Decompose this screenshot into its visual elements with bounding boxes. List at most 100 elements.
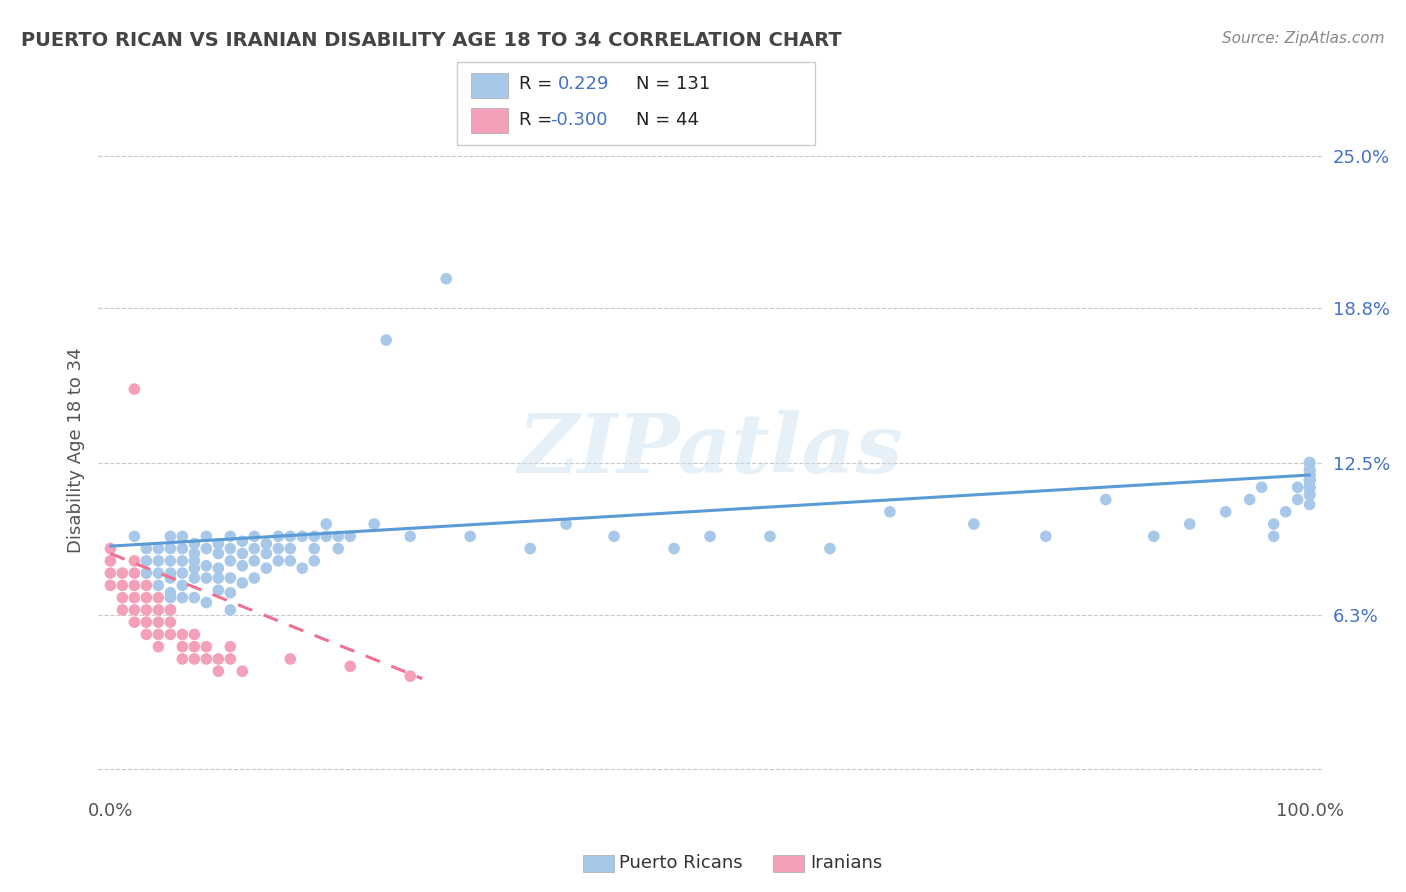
- Point: [1298, 498, 1320, 512]
- Point: [207, 664, 229, 678]
- Point: [1298, 467, 1320, 482]
- Point: [267, 554, 290, 568]
- Point: [219, 554, 242, 568]
- Point: [1286, 480, 1309, 494]
- Point: [1298, 463, 1320, 477]
- Point: [124, 591, 146, 605]
- Point: [662, 541, 685, 556]
- Point: [278, 529, 301, 543]
- Point: [207, 546, 229, 561]
- Point: [183, 591, 205, 605]
- Point: [1298, 480, 1320, 494]
- Point: [1239, 492, 1261, 507]
- Point: [1298, 467, 1320, 482]
- Text: Source: ZipAtlas.com: Source: ZipAtlas.com: [1222, 31, 1385, 46]
- Y-axis label: Disability Age 18 to 34: Disability Age 18 to 34: [66, 348, 84, 553]
- Text: PUERTO RICAN VS IRANIAN DISABILITY AGE 18 TO 34 CORRELATION CHART: PUERTO RICAN VS IRANIAN DISABILITY AGE 1…: [21, 31, 842, 50]
- Point: [159, 586, 181, 600]
- Point: [231, 576, 253, 591]
- Point: [159, 591, 181, 605]
- Point: [243, 554, 266, 568]
- Point: [399, 669, 422, 683]
- Point: [100, 578, 122, 592]
- Point: [219, 571, 242, 585]
- Point: [172, 640, 194, 654]
- Point: [172, 529, 194, 543]
- Point: [291, 529, 314, 543]
- Text: ZIPatlas: ZIPatlas: [517, 410, 903, 491]
- Point: [1298, 480, 1320, 494]
- Point: [1298, 473, 1320, 487]
- Point: [148, 615, 170, 630]
- Point: [1298, 463, 1320, 477]
- Point: [124, 554, 146, 568]
- Point: [183, 554, 205, 568]
- Point: [1298, 480, 1320, 494]
- Point: [1263, 516, 1285, 531]
- Point: [183, 536, 205, 550]
- Point: [1298, 456, 1320, 470]
- Point: [172, 652, 194, 666]
- Point: [254, 561, 277, 575]
- Point: [1298, 473, 1320, 487]
- Point: [759, 529, 782, 543]
- Point: [207, 536, 229, 550]
- Point: [148, 603, 170, 617]
- Point: [111, 566, 134, 581]
- Point: [195, 596, 218, 610]
- Point: [219, 541, 242, 556]
- Point: [148, 566, 170, 581]
- Point: [1298, 463, 1320, 477]
- Point: [254, 546, 277, 561]
- Point: [399, 529, 422, 543]
- Point: [172, 591, 194, 605]
- Point: [1298, 456, 1320, 470]
- Point: [159, 566, 181, 581]
- Point: [135, 554, 157, 568]
- Point: [1094, 492, 1116, 507]
- Point: [124, 382, 146, 396]
- Text: -0.300: -0.300: [550, 112, 607, 129]
- Point: [1178, 516, 1201, 531]
- Text: Puerto Ricans: Puerto Ricans: [619, 855, 742, 872]
- Point: [159, 541, 181, 556]
- Point: [1298, 473, 1320, 487]
- Point: [172, 566, 194, 581]
- Point: [111, 578, 134, 592]
- Point: [195, 529, 218, 543]
- Text: N = 131: N = 131: [636, 75, 710, 93]
- Point: [963, 516, 986, 531]
- Point: [219, 640, 242, 654]
- Point: [219, 529, 242, 543]
- Point: [1298, 487, 1320, 501]
- Point: [1298, 487, 1320, 501]
- Point: [100, 541, 122, 556]
- Point: [1274, 505, 1296, 519]
- Point: [1298, 463, 1320, 477]
- Point: [304, 554, 326, 568]
- Point: [231, 558, 253, 573]
- Point: [135, 566, 157, 581]
- Point: [159, 615, 181, 630]
- Point: [159, 571, 181, 585]
- Point: [135, 603, 157, 617]
- Point: [519, 541, 541, 556]
- Point: [124, 578, 146, 592]
- Point: [304, 541, 326, 556]
- Point: [172, 554, 194, 568]
- Point: [555, 516, 578, 531]
- Point: [1298, 473, 1320, 487]
- Point: [278, 652, 301, 666]
- Point: [267, 529, 290, 543]
- Point: [458, 529, 481, 543]
- Point: [183, 546, 205, 561]
- Point: [183, 652, 205, 666]
- Point: [1298, 480, 1320, 494]
- Point: [124, 603, 146, 617]
- Point: [1143, 529, 1166, 543]
- Text: 0.229: 0.229: [558, 75, 610, 93]
- Point: [172, 578, 194, 592]
- Point: [1298, 480, 1320, 494]
- Point: [363, 516, 385, 531]
- Point: [148, 554, 170, 568]
